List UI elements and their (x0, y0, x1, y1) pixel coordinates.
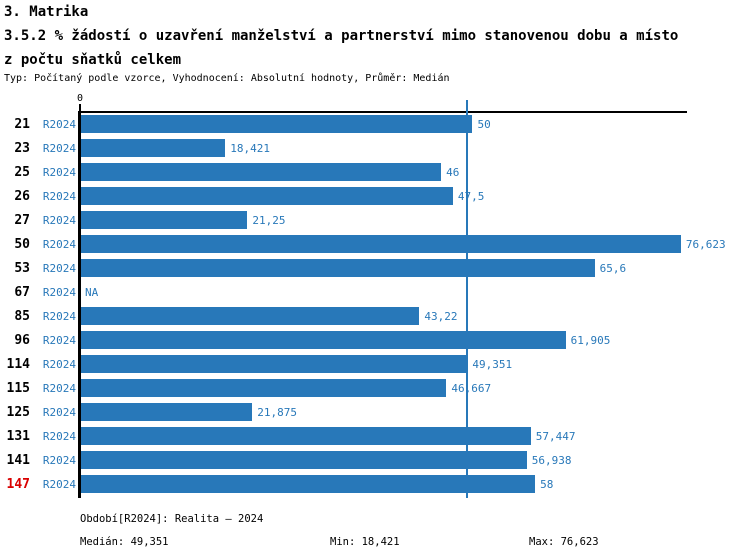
period-info: Období[R2024]: Realita – 2024 (80, 513, 264, 525)
bar (81, 235, 681, 253)
indicator-title-line1: 3.5.2 % žádostí o uzavření manželství a … (4, 28, 679, 44)
row-id-label: 85 (14, 309, 30, 324)
median-line (466, 100, 469, 498)
row-id-label: 67 (14, 285, 30, 300)
row-id-label: 141 (6, 453, 30, 468)
row-id-label: 114 (6, 357, 30, 372)
chart-row: 85 R2024 43,22 (0, 307, 750, 325)
row-id-label: 96 (14, 333, 30, 348)
axis-top-line (78, 111, 687, 113)
row-period-label: R2024 (42, 286, 76, 299)
chart-row: 26 R2024 47,5 (0, 187, 750, 205)
row-id-label: 25 (14, 165, 30, 180)
bar (81, 427, 531, 445)
bar-value-label: 76,623 (685, 238, 726, 251)
bar-value-label: 46,667 (451, 382, 492, 395)
indicator-title-line2: z počtu sňatků celkem (4, 52, 182, 68)
bar (81, 187, 453, 205)
row-period-label: R2024 (42, 382, 76, 395)
row-period-label: R2024 (42, 166, 76, 179)
bar-value-label: 50 (477, 118, 491, 131)
chart-row: 23 R2024 18,421 (0, 139, 750, 157)
chart-row: 115 R2024 46,667 (0, 379, 750, 397)
row-id-label: 131 (6, 429, 30, 444)
chart-row: 50 R2024 76,623 (0, 235, 750, 253)
row-period-label: R2024 (42, 238, 76, 251)
row-period-label: R2024 (42, 430, 76, 443)
bar (81, 139, 226, 157)
row-period-label: R2024 (42, 190, 76, 203)
bar (81, 115, 473, 133)
bar-value-label: 18,421 (230, 142, 270, 155)
row-id-label: 115 (6, 381, 30, 396)
max-stat: Max: 76,623 (529, 536, 599, 548)
bar (81, 403, 253, 421)
bar-value-label: 65,6 (599, 262, 627, 275)
axis-zero-tick (79, 104, 81, 112)
bar (81, 355, 468, 373)
row-id-label: 50 (14, 237, 30, 252)
axis-zero-label: 0 (76, 93, 84, 104)
row-id-label: 147 (6, 477, 30, 492)
chart-row: 131 R2024 57,447 (0, 427, 750, 445)
row-id-label: 53 (14, 261, 30, 276)
bar-value-label: 57,447 (535, 430, 576, 443)
bar-value-label: 21,875 (257, 406, 298, 419)
row-id-label: 21 (14, 117, 30, 132)
row-period-label: R2024 (42, 262, 76, 275)
row-period-label: R2024 (42, 214, 76, 227)
row-period-label: R2024 (42, 142, 76, 155)
row-period-label: R2024 (42, 454, 76, 467)
row-id-label: 26 (14, 189, 30, 204)
row-period-label: R2024 (42, 478, 76, 491)
row-id-label: 27 (14, 213, 30, 228)
row-id-label: 125 (6, 405, 30, 420)
bar-value-label: 56,938 (531, 454, 572, 467)
bar-value-label: 46 (446, 166, 460, 179)
chart-row: 125 R2024 21,875 (0, 403, 750, 421)
bar (81, 379, 447, 397)
chart-row: 27 R2024 21,25 (0, 211, 750, 229)
bar-value-label: 61,905 (570, 334, 611, 347)
bar-value-label: 21,25 (252, 214, 286, 227)
chart-row: 67 R2024 NA (0, 283, 750, 301)
chart-row: 147 R2024 58 (0, 475, 750, 493)
axis-left-line (78, 111, 81, 498)
bar-value-label: 43,22 (424, 310, 458, 323)
bar-value-label: 49,351 (472, 358, 513, 371)
chart-row: 141 R2024 56,938 (0, 451, 750, 469)
row-id-label: 23 (14, 141, 30, 156)
chart-row: 96 R2024 61,905 (0, 331, 750, 349)
bar-value-label: 58 (540, 478, 554, 491)
chart-row: 21 R2024 50 (0, 115, 750, 133)
row-period-label: R2024 (42, 310, 76, 323)
chart-row: 114 R2024 49,351 (0, 355, 750, 373)
chart-row: 25 R2024 46 (0, 163, 750, 181)
min-stat: Min: 18,421 (330, 536, 400, 548)
bar (81, 163, 442, 181)
row-period-label: R2024 (42, 118, 76, 131)
bar (81, 307, 420, 325)
bar-value-label: 47,5 (457, 190, 485, 203)
bar (81, 259, 595, 277)
bar (81, 331, 566, 349)
chart-row: 53 R2024 65,6 (0, 259, 750, 277)
bar-value-label: NA (85, 286, 99, 299)
bar (81, 211, 248, 229)
row-period-label: R2024 (42, 334, 76, 347)
section-title: 3. Matrika (4, 4, 89, 20)
row-period-label: R2024 (42, 406, 76, 419)
row-period-label: R2024 (42, 358, 76, 371)
bar (81, 451, 527, 469)
bar (81, 475, 536, 493)
chart-subtitle: Typ: Počítaný podle vzorce, Vyhodnocení:… (4, 73, 450, 84)
median-stat: Medián: 49,351 (80, 536, 169, 548)
